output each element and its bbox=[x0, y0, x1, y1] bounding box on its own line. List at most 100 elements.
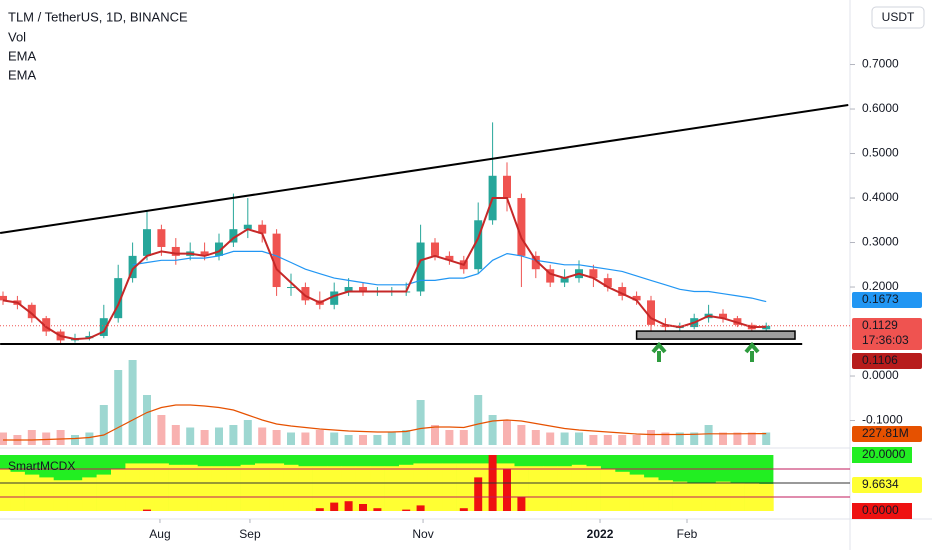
mcdx-yellow-bar bbox=[427, 463, 443, 511]
y-tick-label: 0.7000 bbox=[862, 57, 899, 71]
volume-bar bbox=[373, 435, 382, 445]
trendline bbox=[0, 104, 849, 235]
mcdx-yellow-bar bbox=[586, 466, 601, 511]
mcdx-yellow-bar bbox=[399, 464, 414, 511]
mcdx-yellow-bar bbox=[154, 463, 169, 511]
mcdx-yellow-bar bbox=[240, 464, 256, 511]
mcdx-yellow-bar bbox=[283, 464, 299, 511]
mcdx-yellow-bar bbox=[715, 481, 731, 511]
mcdx-yellow-bar bbox=[629, 474, 645, 511]
candle-body bbox=[143, 229, 151, 256]
indicator-label: EMA bbox=[8, 48, 37, 63]
candle-body bbox=[243, 224, 252, 230]
volume-bar bbox=[603, 435, 612, 445]
mcdx-red-bar bbox=[330, 502, 339, 511]
x-tick-label: Nov bbox=[412, 527, 433, 541]
mcdx-yellow-bar bbox=[139, 463, 155, 511]
mcdx-yellow-bar bbox=[413, 463, 429, 511]
x-tick-label: Feb bbox=[677, 527, 698, 541]
ema-long-tag-label: 0.1673 bbox=[862, 292, 899, 306]
candle-body bbox=[344, 287, 353, 292]
mcdx-yellow-bar bbox=[528, 466, 544, 511]
mcdx-yellow-bar bbox=[226, 466, 241, 511]
x-tick-label: Sep bbox=[239, 527, 261, 541]
mcdx-yellow-bar bbox=[24, 474, 40, 511]
candle-body bbox=[503, 175, 511, 199]
mcdx-yellow-bar bbox=[255, 463, 270, 511]
mcdx-red-bar bbox=[416, 505, 425, 511]
candle-body bbox=[171, 246, 180, 256]
mcdx-red-bar bbox=[315, 508, 324, 511]
volume-bar bbox=[200, 430, 209, 445]
volume-bar bbox=[157, 415, 166, 445]
y-tick-label: 0.6000 bbox=[862, 101, 899, 115]
mcdx-yellow-bar bbox=[543, 466, 558, 511]
volume-bar bbox=[56, 430, 65, 445]
volume-ma-tag-label: 227.81M bbox=[862, 426, 909, 440]
volume-bar bbox=[272, 430, 281, 445]
support-zone bbox=[635, 330, 796, 340]
currency-label[interactable]: USDT bbox=[882, 10, 915, 24]
volume-bar bbox=[330, 432, 339, 445]
volume-bar bbox=[704, 425, 713, 445]
chart-title: TLM / TetherUS, 1D, BINANCE bbox=[8, 9, 188, 24]
mcdx-red-bar bbox=[373, 508, 382, 511]
mcdx-yellow-bar bbox=[384, 466, 400, 511]
candle-body bbox=[287, 287, 295, 289]
mcdx-yellow-bar bbox=[312, 466, 328, 511]
volume-bar bbox=[128, 360, 137, 445]
volume-ma-line bbox=[3, 404, 767, 441]
mcdx-yellow-bar bbox=[341, 466, 357, 511]
candle-body bbox=[661, 324, 670, 328]
mcdx-yellow-bar bbox=[370, 466, 385, 511]
mcdx-yellow-bar bbox=[197, 466, 213, 511]
mcdx-yellow-tag-label: 9.6634 bbox=[862, 477, 899, 491]
currency-button[interactable] bbox=[871, 6, 925, 29]
candle-body bbox=[215, 242, 223, 256]
mcdx-red-bar bbox=[359, 504, 367, 511]
mcdx-yellow-bar bbox=[39, 477, 54, 511]
mcdx-tick-label: 0.0000 bbox=[862, 503, 899, 517]
volume-bar bbox=[517, 425, 526, 445]
volume-bar bbox=[431, 425, 439, 445]
mcdx-yellow-tag bbox=[852, 477, 922, 493]
volume-bar bbox=[186, 427, 195, 445]
volume-bar bbox=[229, 425, 238, 445]
volume-bar bbox=[474, 395, 483, 445]
y-tick-label: 0.4000 bbox=[862, 190, 899, 204]
candle-body bbox=[114, 278, 123, 319]
y-tick-label: 0.2000 bbox=[862, 279, 899, 293]
candle-body bbox=[229, 229, 238, 243]
volume-bar bbox=[315, 430, 324, 445]
x-tick-label: Aug bbox=[149, 527, 170, 541]
mcdx-yellow-bar bbox=[168, 464, 184, 511]
mcdx-tag bbox=[852, 447, 912, 463]
mcdx-tick-label: 20.0000 bbox=[862, 447, 906, 461]
volume-bar bbox=[85, 432, 94, 445]
volume-bar bbox=[531, 430, 540, 445]
volume-bar bbox=[416, 400, 425, 445]
mcdx-yellow-bar bbox=[211, 466, 227, 511]
candle-body bbox=[733, 318, 742, 325]
candle-body bbox=[128, 255, 137, 279]
candle-body bbox=[85, 335, 94, 339]
mcdx-yellow-bar bbox=[557, 466, 573, 511]
candle-body bbox=[618, 287, 627, 296]
volume-bar bbox=[488, 415, 497, 445]
mcdx-yellow-bar bbox=[298, 466, 313, 511]
y-tick-label: 0.3000 bbox=[862, 235, 899, 249]
volume-bar bbox=[215, 427, 223, 445]
mcdx-yellow-bar bbox=[269, 463, 285, 511]
volume-bar bbox=[387, 432, 396, 445]
mcdx-red-bar bbox=[474, 477, 483, 511]
volume-bar bbox=[0, 432, 7, 445]
candle-body bbox=[445, 255, 454, 261]
volume-bar bbox=[71, 435, 79, 445]
mcdx-title: SmartMCDX bbox=[8, 459, 75, 473]
volume-bar bbox=[27, 430, 36, 445]
mcdx-tag bbox=[852, 503, 912, 519]
mcdx-yellow-bar bbox=[672, 481, 688, 511]
candle-body bbox=[431, 242, 439, 256]
mcdx-red-bar bbox=[503, 469, 511, 511]
